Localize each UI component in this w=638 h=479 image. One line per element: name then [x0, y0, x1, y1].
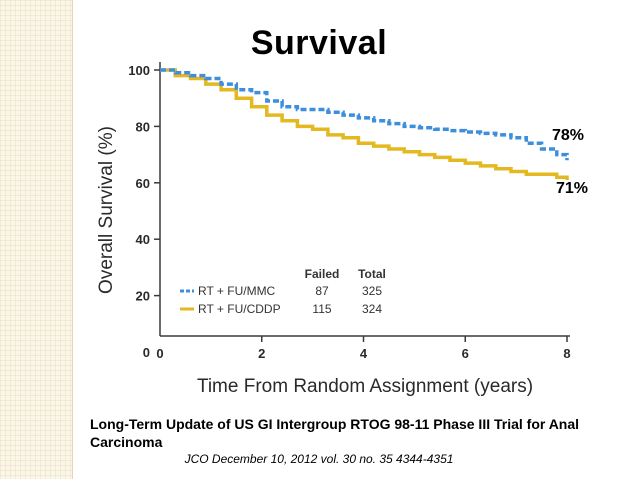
annotation-mmc-78: 78% — [552, 127, 584, 144]
series-layer — [160, 68, 569, 180]
legend: Failed Total RT + FU/MMC 87 325 RT + FU/… — [180, 267, 386, 316]
series-line-rt-fu-mmc — [160, 68, 569, 161]
legend-failed-cddp: 115 — [312, 302, 331, 316]
slide-title: Survival — [250, 24, 388, 62]
legend-header-total: Total — [358, 267, 386, 281]
legend-failed-mmc: 87 — [315, 284, 329, 298]
legend-label-cddp: RT + FU/CDDP — [198, 302, 281, 316]
x-tick-label-8: 8 — [563, 346, 570, 361]
x-tick-label-4: 4 — [360, 346, 368, 361]
slide-caption: Long-Term Update of US GI Intergroup RTO… — [90, 416, 580, 450]
legend-header-failed: Failed — [305, 267, 340, 281]
x-tick-label-0: 0 — [156, 346, 163, 361]
citation-source: JCO December 10, 2012 vol. 30 no. 35 434… — [184, 452, 454, 466]
y-ticks: 0 20 40 60 80 100 — [128, 63, 160, 360]
legend-total-cddp: 324 — [362, 302, 382, 316]
y-tick-label-20: 20 — [136, 289, 150, 304]
slide-panel — [72, 0, 638, 479]
y-tick-label-60: 60 — [136, 176, 150, 191]
series-line-rt-fu-cddp — [160, 68, 569, 180]
x-ticks: 0 2 4 6 8 — [156, 336, 571, 361]
y-axis-group: 0 20 40 60 80 100 — [128, 62, 161, 360]
x-tick-label-6: 6 — [462, 346, 469, 361]
y-tick-label-40: 40 — [136, 232, 150, 247]
legend-label-mmc: RT + FU/MMC — [198, 284, 276, 298]
y-axis-label: Overall Survival (%) — [96, 126, 117, 294]
x-tick-label-2: 2 — [258, 346, 265, 361]
y-tick-label-80: 80 — [136, 119, 150, 134]
legend-total-mmc: 325 — [362, 284, 382, 298]
x-axis-group: 0 2 4 6 8 — [156, 335, 571, 361]
y-tick-label-0: 0 — [143, 345, 150, 360]
annotation-cddp-71: 71% — [556, 180, 588, 197]
x-axis-label: Time From Random Assignment (years) — [197, 376, 533, 397]
y-tick-label-100: 100 — [128, 63, 150, 78]
